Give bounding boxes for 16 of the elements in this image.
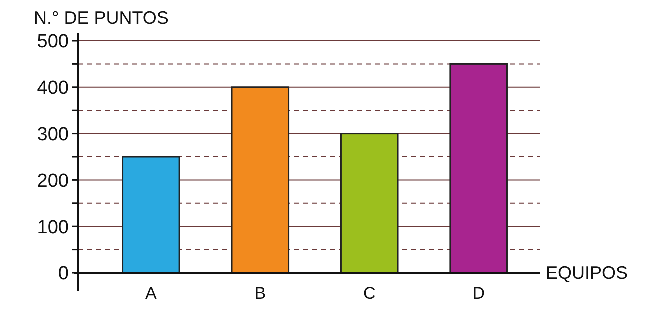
bar xyxy=(340,133,399,274)
y-tick-label: 0 xyxy=(58,264,69,285)
x-axis-title: EQUIPOS xyxy=(546,263,628,283)
x-tick-label: A xyxy=(145,284,158,303)
x-tick-label: C xyxy=(363,284,376,303)
y-tick-label: 500 xyxy=(37,32,69,53)
bar xyxy=(231,86,290,274)
bar xyxy=(450,63,508,274)
y-tick-label: 200 xyxy=(37,170,69,192)
y-axis-title: N.° DE PUNTOS xyxy=(34,8,169,28)
y-tick-label: 400 xyxy=(37,78,69,100)
y-tick-label: 100 xyxy=(37,217,69,238)
x-tick-label: D xyxy=(472,284,485,303)
y-tick-label: 300 xyxy=(37,124,69,146)
x-tick-label: B xyxy=(254,284,266,303)
bar xyxy=(122,156,180,274)
